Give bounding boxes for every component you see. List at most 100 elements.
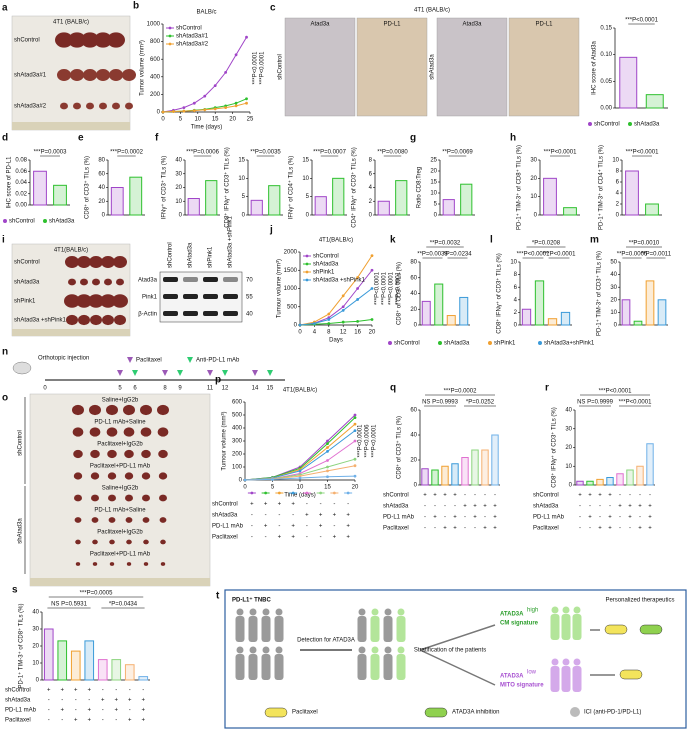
annotation: ***P<0.0001 — [626, 150, 660, 156]
x-axis-label: Time (days) — [284, 493, 315, 499]
y-axis-label: Tumour volume (mm³) — [277, 259, 283, 318]
y-tick-label: 100 — [232, 465, 243, 471]
y-tick-label: 0.15 — [600, 26, 612, 32]
legend-label: shAtad3a#1 — [176, 34, 209, 40]
point — [326, 459, 329, 462]
tumor — [143, 539, 149, 545]
condition-sign: + — [47, 688, 51, 694]
person-head — [236, 608, 244, 616]
legend-marker — [588, 122, 592, 126]
bar — [625, 170, 639, 216]
condition-sign: - — [444, 504, 446, 510]
y-tick-label: 0.10 — [600, 52, 612, 58]
annotation: NS P=0.9999 — [577, 400, 614, 406]
point — [182, 109, 186, 113]
legend-label: shControl — [313, 254, 339, 260]
annotation: **P=0.0011 — [641, 252, 672, 258]
bar — [521, 308, 532, 326]
chart-title: BALB/c — [196, 10, 216, 16]
y-tick-label: 50 — [610, 260, 617, 266]
point — [353, 416, 357, 419]
series-line — [299, 255, 373, 326]
annotation: ***P<0.0001 — [382, 271, 388, 305]
row-label: shAtad3a +shPink1 — [14, 318, 67, 324]
blot-band — [223, 311, 238, 316]
y-tick-label: 0 — [414, 323, 418, 329]
panel-letter: o — [2, 393, 8, 404]
bar — [33, 170, 47, 206]
condition-label: Paclitaxel — [533, 526, 559, 532]
person-body — [550, 666, 560, 692]
person-head — [562, 606, 570, 614]
condition-sign: - — [347, 502, 349, 508]
y-tick-label: 20 — [430, 169, 437, 175]
condition-sign: - — [251, 535, 253, 541]
panel-letter: m — [590, 235, 599, 246]
lane-label: shControl — [168, 242, 174, 268]
day-label: 11 — [207, 386, 214, 392]
row-label: PD-L1 mAb+Saline — [94, 420, 146, 426]
bar — [421, 300, 431, 326]
bar — [431, 469, 439, 486]
day-label: 5 — [118, 386, 122, 392]
tumor — [90, 314, 102, 326]
row-label: shPink1 — [14, 299, 36, 305]
condition-sign: - — [333, 502, 335, 508]
tumor — [60, 102, 68, 110]
condition-sign: - — [88, 698, 90, 704]
point — [234, 104, 238, 108]
tumor — [75, 539, 81, 545]
y-tick-label: 20 — [175, 185, 182, 191]
condition-sign: - — [292, 513, 294, 519]
y-tick-label: 15 — [430, 180, 437, 186]
legend-marker — [438, 341, 442, 345]
point — [353, 439, 357, 443]
group-label: shAtad3a — [430, 54, 436, 80]
point — [224, 106, 228, 109]
bar — [395, 180, 408, 216]
pill — [424, 707, 448, 718]
y-tick-label: 6 — [369, 171, 373, 177]
legend-label: shControl — [594, 122, 620, 128]
y-tick-label: 60 — [98, 171, 105, 177]
condition-sign: - — [474, 526, 476, 532]
y-tick-label: 4 — [369, 185, 373, 191]
condition-sign: - — [102, 718, 104, 724]
pill — [639, 624, 663, 635]
condition-sign: - — [619, 526, 621, 532]
photo-title: 4T1 (BALB/c) — [53, 20, 89, 26]
y-tick-label: 2 — [514, 310, 518, 316]
y-axis-label: IFNγ⁺ of CD4⁺ TILs (%) — [288, 156, 295, 220]
annotation: ***P<0.0001 — [599, 389, 633, 395]
y-tick-label: 10 — [175, 199, 182, 205]
point — [245, 35, 248, 39]
bar — [461, 457, 469, 486]
bar — [657, 299, 667, 326]
tumor — [70, 69, 84, 81]
point — [327, 312, 331, 316]
condition-sign: - — [102, 688, 104, 694]
legend-marker — [168, 34, 172, 38]
column-label: PD-L1 — [383, 22, 401, 28]
condition-sign: - — [251, 524, 253, 530]
tumor — [125, 102, 133, 110]
condition-sign: + — [101, 698, 105, 704]
condition-sign: + — [291, 524, 295, 530]
y-tick-label: 600 — [150, 57, 161, 63]
condition-sign: + — [278, 535, 282, 541]
tumor — [91, 494, 99, 502]
tumor — [99, 102, 107, 110]
legend-label: shControl — [394, 341, 420, 347]
y-tick-label: 500 — [287, 304, 298, 310]
tumor — [73, 449, 83, 459]
tumor — [159, 517, 167, 523]
condition-sign: + — [264, 524, 268, 530]
x-tick-label: 0 — [161, 117, 165, 123]
condition-sign: + — [423, 493, 427, 499]
y-tick-label: 40 — [610, 272, 617, 278]
y-axis-label: Ratio CD8:Treg — [417, 167, 423, 208]
tumor — [108, 494, 116, 502]
point — [341, 305, 345, 309]
condition-sign: + — [128, 698, 132, 704]
y-tick-label: 0 — [239, 478, 243, 484]
